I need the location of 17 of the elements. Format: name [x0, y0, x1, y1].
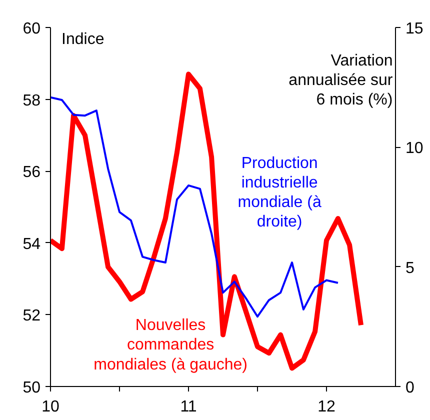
x-tick-label: 11 — [180, 398, 197, 416]
y-tick-label: 54 — [22, 236, 41, 253]
x-tick-label: 10 — [42, 398, 60, 416]
y-tick-label: 58 — [22, 92, 41, 110]
series-label: Nouvelles commandes mondiales (à gauche) — [94, 317, 248, 374]
y-axis-title: Indice — [62, 31, 104, 48]
y-tick-label: 60 — [22, 20, 41, 38]
series-label: Production industrielle mondiale (à droite) — [238, 154, 322, 230]
y2-axis-title: Variation annualisée sur 6 mois (%) — [288, 52, 394, 109]
y2-tick-label: 5 — [406, 260, 414, 277]
y2-tick-label: 15 — [406, 20, 424, 38]
y-tick-label: 56 — [22, 164, 41, 182]
y-tick-label: 52 — [22, 308, 41, 325]
y-tick-label: 50 — [22, 380, 41, 396]
y2-tick-label: 10 — [406, 140, 424, 158]
x-tick-label: 12 — [318, 398, 336, 416]
y2-tick-label: 0 — [406, 380, 414, 396]
